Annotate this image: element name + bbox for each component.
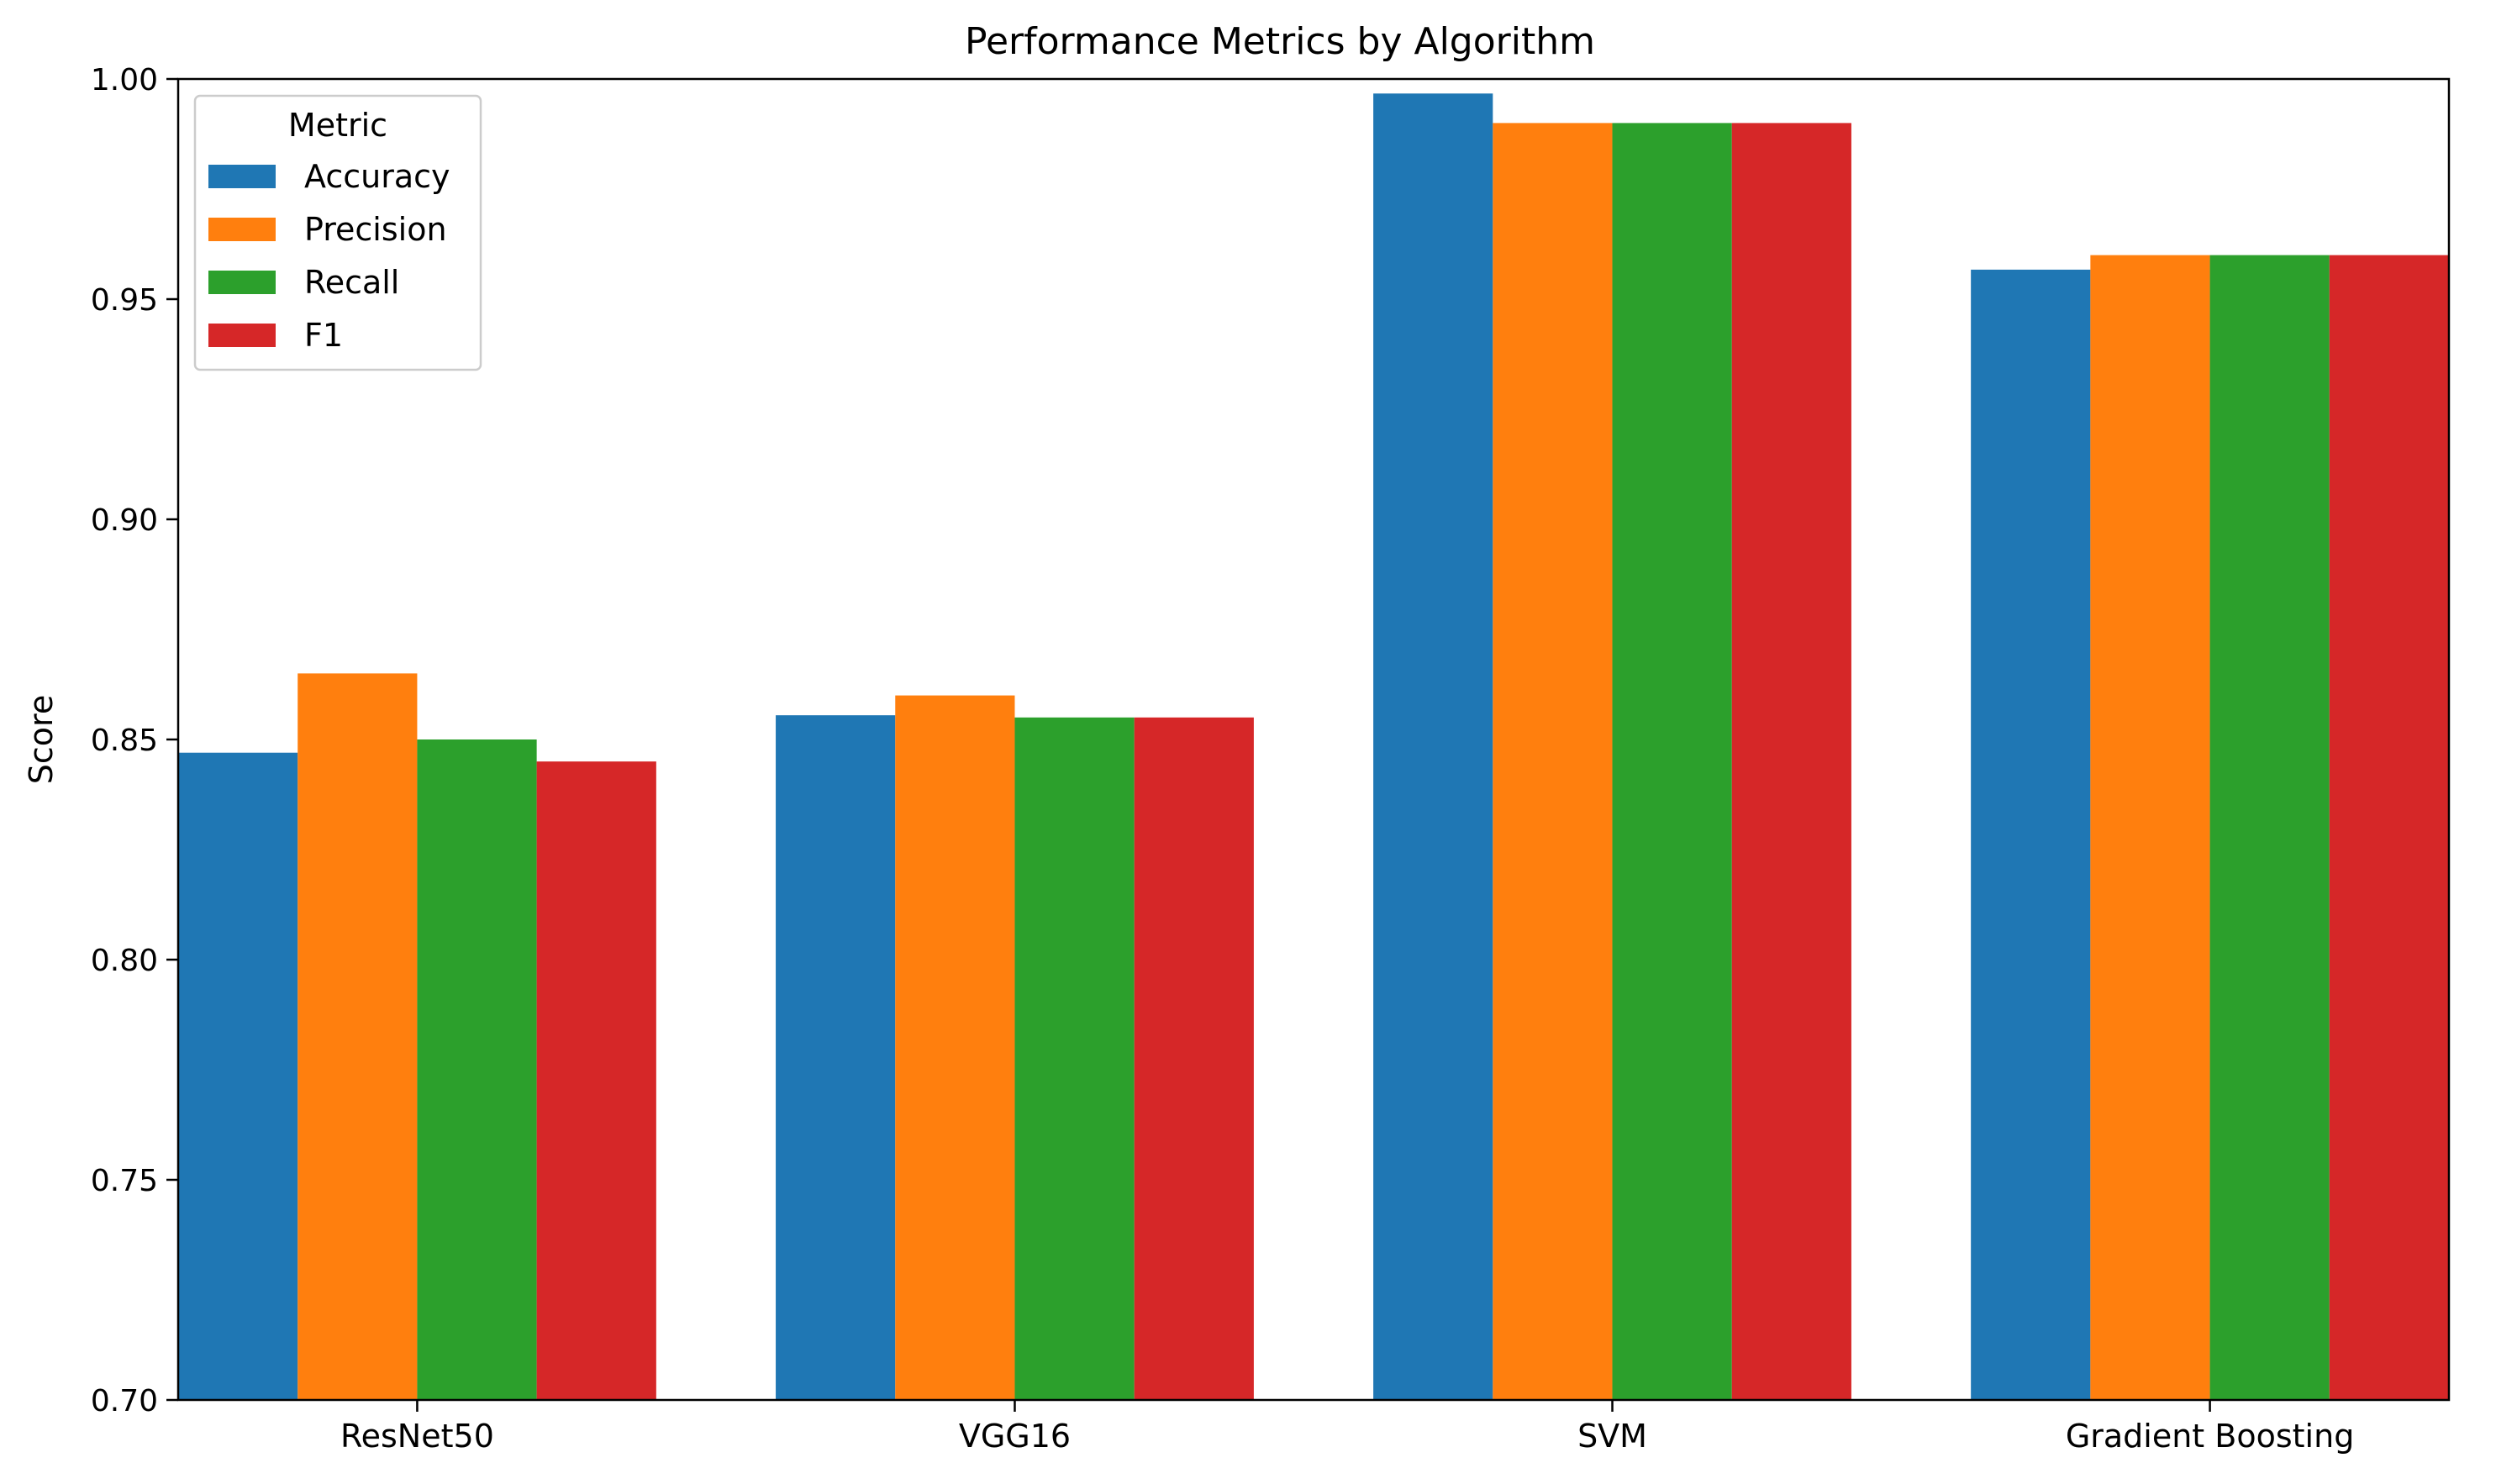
legend-label-precision: Precision (304, 211, 447, 248)
bar-accuracy-svm (1373, 93, 1493, 1401)
y-tick-label: 1.00 (91, 63, 158, 97)
bar-accuracy-resnet50 (178, 752, 298, 1400)
y-tick-label: 0.95 (91, 283, 158, 318)
y-axis: 0.70 0.75 0.80 0.85 0.90 0.95 1.00 (91, 63, 178, 1418)
bars-group (178, 93, 2449, 1401)
bar-recall-vgg16 (1014, 717, 1135, 1400)
x-tick-label: SVM (1577, 1418, 1647, 1455)
legend-label-f1: F1 (304, 317, 343, 354)
y-tick-label: 0.90 (91, 503, 158, 538)
bar-f1-svm (1731, 123, 1851, 1400)
legend-title: Metric (288, 107, 387, 144)
legend-label-accuracy: Accuracy (304, 158, 450, 195)
legend: Metric Accuracy Precision Recall F1 (193, 94, 482, 371)
bar-precision-svm (1493, 123, 1613, 1400)
bar-precision-gradient-boosting (2090, 255, 2210, 1401)
bar-f1-resnet50 (536, 761, 656, 1400)
y-axis-label: Score (23, 695, 60, 784)
bar-accuracy-vgg16 (776, 715, 896, 1400)
legend-swatch-recall (208, 271, 276, 294)
chart-title: Performance Metrics by Algorithm (965, 20, 1595, 63)
y-tick-label: 0.75 (91, 1164, 158, 1198)
x-axis: ResNet50 VGG16 SVM Gradient Boosting (340, 1400, 2354, 1455)
legend-swatch-f1 (208, 324, 276, 347)
legend-box (193, 94, 482, 371)
legend-swatch-precision (208, 218, 276, 241)
legend-label-recall: Recall (304, 264, 399, 301)
legend-swatch-accuracy (208, 165, 276, 188)
x-tick-label: Gradient Boosting (2066, 1418, 2355, 1455)
bar-recall-svm (1612, 123, 1732, 1400)
bar-precision-resnet50 (298, 673, 418, 1400)
bar-recall-resnet50 (417, 739, 537, 1400)
bar-f1-vgg16 (1134, 717, 1254, 1400)
y-tick-label: 0.85 (91, 724, 158, 758)
x-tick-label: ResNet50 (340, 1418, 494, 1455)
y-tick-label: 0.70 (91, 1384, 158, 1418)
y-tick-label: 0.80 (91, 944, 158, 978)
bar-accuracy-gradient-boosting (1971, 269, 2091, 1401)
bar-f1-gradient-boosting (2329, 255, 2449, 1401)
x-tick-label: VGG16 (959, 1418, 1071, 1455)
bar-recall-gradient-boosting (2209, 255, 2330, 1401)
bar-precision-vgg16 (895, 695, 1015, 1400)
plot-frame (176, 77, 2451, 1402)
